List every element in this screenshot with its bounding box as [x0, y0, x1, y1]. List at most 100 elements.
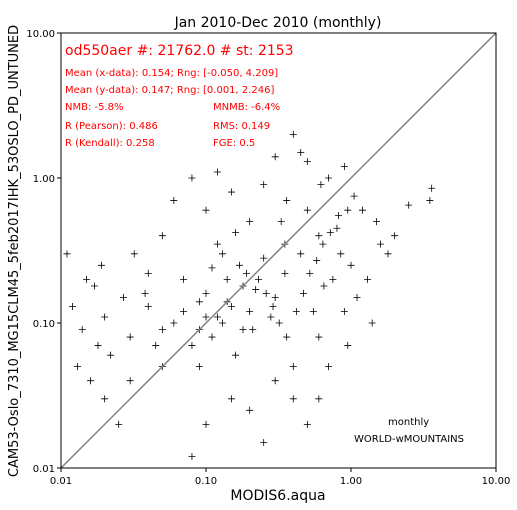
scatter-point — [315, 232, 323, 240]
scatter-point — [83, 275, 91, 283]
scatter-point — [329, 275, 337, 283]
scatter-point — [313, 256, 321, 264]
scatter-point — [262, 289, 270, 297]
scatter-point — [267, 313, 275, 321]
scatter-point — [202, 206, 210, 214]
scatter-point — [107, 351, 115, 359]
scatter-point — [384, 250, 392, 258]
scatter-point — [120, 293, 128, 301]
scatter-point — [281, 269, 289, 277]
scatter-point — [219, 319, 227, 327]
scatter-point — [299, 289, 307, 297]
scatter-point — [350, 192, 358, 200]
scatter-point — [364, 275, 372, 283]
scatter-point — [90, 282, 98, 290]
x-tick-label: 0.10 — [195, 476, 217, 487]
scatter-point — [63, 250, 71, 258]
scatter-point — [260, 254, 268, 262]
scatter-point — [373, 218, 381, 226]
scatter-point — [319, 240, 327, 248]
scatter-point — [202, 420, 210, 428]
scatter-point — [271, 153, 279, 161]
scatter-point — [68, 302, 76, 310]
scatter-point — [246, 308, 254, 316]
region-label: WORLD-wMOUNTAINS — [354, 434, 464, 445]
scatter-point — [335, 212, 343, 220]
scatter-point — [158, 232, 166, 240]
scatter-point — [377, 240, 385, 248]
x-tick-label: 10.00 — [482, 476, 511, 487]
scatter-point — [235, 261, 243, 269]
scatter-point — [232, 351, 240, 359]
scatter-point — [303, 420, 311, 428]
x-axis-label: MODIS6.aqua — [230, 488, 325, 504]
scatter-point — [202, 289, 210, 297]
scatter-point — [271, 377, 279, 385]
scatter-point — [208, 333, 216, 341]
y-tick-label: 0.10 — [33, 319, 55, 330]
stats-mean-y: Mean (y-data): 0.147; Rng: [0.001, 2.246… — [65, 85, 275, 96]
y-tick-label: 0.01 — [33, 464, 55, 475]
stats-r-kendall: R (Kendall): 0.258 — [65, 138, 155, 149]
axis-ticks: 0.01 0.10 1.00 10.00 0.01 0.10 1.00 10.00 — [26, 29, 510, 487]
scatter-point — [228, 302, 236, 310]
scatter-point — [246, 218, 254, 226]
scatter-point — [337, 250, 345, 258]
plot-area — [60, 32, 497, 469]
scatter-point — [195, 298, 203, 306]
scatter-point — [315, 395, 323, 403]
x-tick-label: 0.01 — [50, 476, 72, 487]
scatter-point — [405, 201, 413, 209]
scatter-point — [275, 319, 283, 327]
one-to-one-line — [60, 32, 497, 469]
scatter-point — [180, 308, 188, 316]
scatter-point — [303, 206, 311, 214]
scatter-point — [428, 184, 436, 192]
scatter-point — [249, 326, 257, 334]
stats-mnmb: MNMB: -6.4% — [213, 102, 280, 113]
scatter-point — [195, 363, 203, 371]
scatter-point — [202, 313, 210, 321]
scatter-point — [94, 341, 102, 349]
scatter-point — [283, 333, 291, 341]
y-tick-label: 1.00 — [33, 174, 55, 185]
scatter-point — [223, 275, 231, 283]
scatter-point — [368, 319, 376, 327]
scatter-point — [292, 308, 300, 316]
scatter-point — [347, 261, 355, 269]
scatter-point — [344, 341, 352, 349]
scatter-point — [188, 174, 196, 182]
scatter-point — [260, 181, 268, 189]
scatter-point — [115, 420, 123, 428]
x-tick-label: 1.00 — [340, 476, 362, 487]
scatter-point — [269, 302, 277, 310]
y-axis-label: CAM53-Oslo_7310_MG15CLM45_5feb2017IHK_53… — [7, 25, 22, 477]
scatter-point — [260, 438, 268, 446]
scatter-point — [297, 148, 305, 156]
scatter-point — [144, 302, 152, 310]
scatter-point — [333, 224, 341, 232]
scatter-point — [101, 395, 109, 403]
scatter-point — [353, 293, 361, 301]
scatter-point — [317, 181, 325, 189]
scatter-point — [228, 395, 236, 403]
scatter-point — [213, 240, 221, 248]
stats-fge: FGE: 0.5 — [213, 138, 255, 149]
scatter-point — [213, 168, 221, 176]
scatter-point — [426, 196, 434, 204]
scatter-point — [228, 188, 236, 196]
stats-rms: RMS: 0.149 — [213, 121, 270, 132]
scatter-point — [252, 286, 260, 294]
scatter-point — [170, 196, 178, 204]
scatter-point — [219, 250, 227, 258]
stats-header: od550aer #: 21762.0 # st: 2153 — [65, 43, 294, 59]
scatter-point — [340, 308, 348, 316]
scatter-point — [306, 269, 314, 277]
scatter-point — [320, 282, 328, 290]
scatter-point — [289, 130, 297, 138]
scatter-point — [188, 453, 196, 461]
scatter-point — [325, 363, 333, 371]
scatter-point — [289, 363, 297, 371]
scatter-point — [315, 333, 323, 341]
